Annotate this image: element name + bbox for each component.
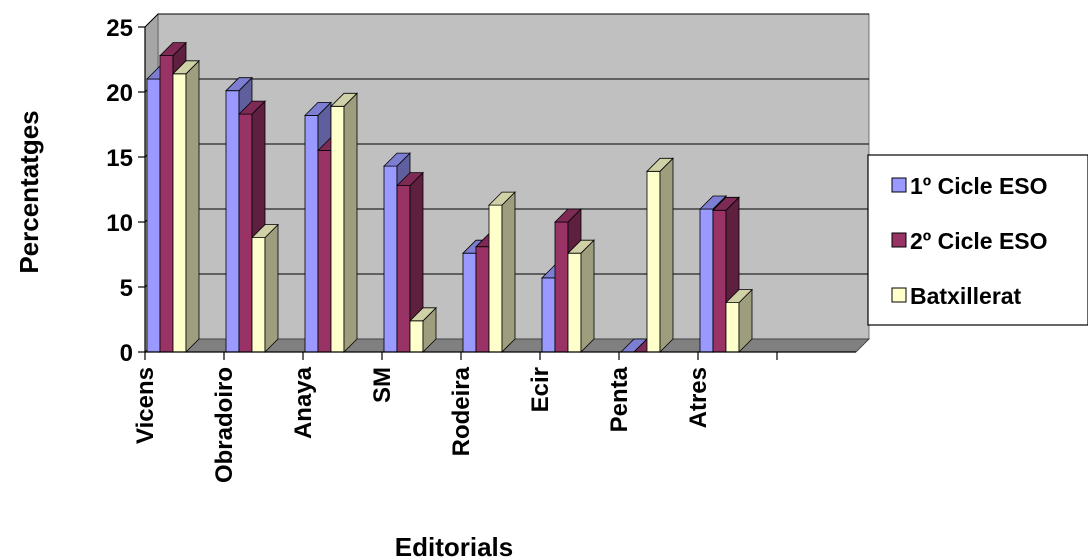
bar-front xyxy=(554,221,569,353)
bar-front xyxy=(172,73,187,353)
bar-front xyxy=(317,150,332,353)
bars xyxy=(146,41,753,353)
bar-side xyxy=(343,92,358,353)
bar-front xyxy=(238,113,253,353)
x-category-label: Ecir xyxy=(527,367,554,412)
y-tick-label: 15 xyxy=(106,145,133,172)
y-tick-label: 20 xyxy=(106,80,133,107)
gridline xyxy=(144,13,869,28)
bar xyxy=(409,306,437,353)
x-axis: Vicens Obradoiro Anaya SM Rodeira Ecir Penta At… xyxy=(132,351,856,483)
x-axis-title: Editorials xyxy=(395,532,513,560)
bar-top xyxy=(383,152,411,167)
legend-label: 2º Cicle ESO xyxy=(910,228,1048,254)
x-category-label: SM xyxy=(369,367,396,403)
bar-front xyxy=(396,185,411,353)
bar-front xyxy=(225,90,240,353)
bar-front xyxy=(409,320,424,353)
bar-top xyxy=(172,60,200,75)
bar-top xyxy=(567,239,595,254)
bar-top xyxy=(238,100,266,115)
bar-top xyxy=(251,224,279,239)
legend-label: Batxillerat xyxy=(910,283,1022,309)
bar-top xyxy=(712,196,740,211)
bar-front xyxy=(475,246,490,353)
y-axis-title: Percentatges xyxy=(14,110,44,273)
bar-top xyxy=(488,191,516,206)
bar xyxy=(172,59,200,353)
y-axis: 0 5 10 15 20 25 xyxy=(106,15,146,367)
bar-side xyxy=(580,239,595,353)
y-tick-label: 5 xyxy=(120,275,133,302)
bar-front xyxy=(146,78,161,353)
bar-front xyxy=(462,252,477,353)
bar-top xyxy=(725,289,753,304)
y-tick-label: 10 xyxy=(106,210,133,237)
bar-front xyxy=(541,277,556,353)
legend-swatch xyxy=(891,177,907,193)
bar xyxy=(251,223,279,353)
bar-side xyxy=(185,59,200,353)
bar xyxy=(396,171,424,353)
x-category-label: Rodeira xyxy=(448,366,475,456)
bar-top xyxy=(396,172,424,187)
bar-top xyxy=(554,208,582,223)
bar-top xyxy=(330,92,358,107)
legend-label: 1º Cicle ESO xyxy=(910,173,1048,199)
x-category-label: Vicens xyxy=(132,367,159,444)
bar-front xyxy=(712,209,727,353)
bar-top xyxy=(159,42,187,56)
bar-front xyxy=(383,165,398,353)
bar-front xyxy=(699,208,714,353)
y-tick-label: 25 xyxy=(106,15,133,42)
bar xyxy=(488,191,516,353)
bar-side xyxy=(659,157,674,353)
bar-front xyxy=(488,204,503,353)
bar-top xyxy=(646,157,674,172)
bar-side xyxy=(501,191,516,353)
x-category-label: Obradoiro xyxy=(211,367,238,483)
x-category-label: Penta xyxy=(606,366,633,432)
bar-front xyxy=(646,170,661,353)
legend-swatch xyxy=(891,287,907,303)
bar-top xyxy=(225,77,253,92)
bar xyxy=(330,92,358,353)
bar-side xyxy=(264,223,279,353)
y-tick-label: 0 xyxy=(120,340,133,367)
bar xyxy=(725,288,753,353)
x-category-label: Atres xyxy=(685,367,712,428)
bar-front xyxy=(330,105,345,353)
legend: 1º Cicle ESO 2º Cicle ESO Batxillerat xyxy=(867,154,1088,326)
bar-top xyxy=(409,307,437,322)
bar-front xyxy=(159,55,174,353)
legend-swatch xyxy=(891,232,907,248)
bar-top xyxy=(699,195,727,210)
bar xyxy=(646,157,674,353)
bar-front xyxy=(725,302,740,353)
bar-front xyxy=(304,115,319,353)
bar-front xyxy=(567,252,582,353)
bar-front xyxy=(251,237,266,353)
bar xyxy=(567,239,595,353)
x-category-label: Anaya xyxy=(290,366,317,439)
bar-top xyxy=(304,102,332,116)
